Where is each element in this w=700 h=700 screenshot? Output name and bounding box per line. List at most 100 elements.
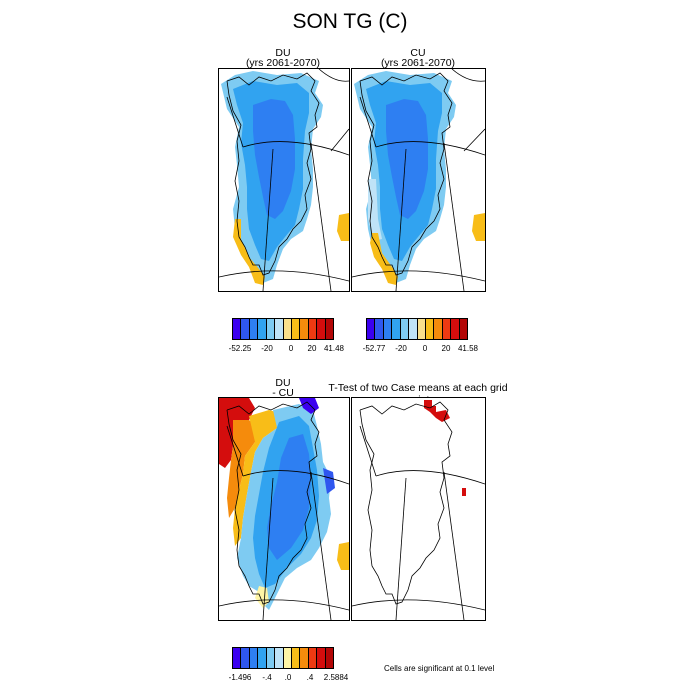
colorbar-tick: 0 xyxy=(422,344,428,353)
colorbar-swatch xyxy=(241,648,250,668)
colorbar-swatch xyxy=(308,319,318,339)
colorbar-swatch xyxy=(308,648,318,668)
longitude-line-a xyxy=(395,148,407,291)
field-light xyxy=(368,179,382,241)
latitude-line-60 xyxy=(352,270,485,282)
colorbar-swatch xyxy=(325,648,334,668)
longitude-line-c xyxy=(359,425,377,477)
colorbar-swatch xyxy=(283,319,292,339)
longitude-line-a xyxy=(262,477,274,620)
colorbar-tick: .0 xyxy=(284,673,292,682)
longitude-line-c xyxy=(359,96,377,148)
field-core xyxy=(267,434,311,560)
panel-diff-sub: - CU xyxy=(272,387,294,399)
longitude-line-b xyxy=(443,142,465,291)
colorbar-swatch xyxy=(434,319,443,339)
colorbar-swatch xyxy=(375,319,384,339)
colorbar-swatch xyxy=(459,319,468,339)
colorbar-swatch xyxy=(291,648,301,668)
field-orange-west xyxy=(227,420,259,518)
colorbar-swatch xyxy=(291,319,301,339)
significant-cells-east xyxy=(462,488,466,496)
longitude-line-d xyxy=(463,128,485,152)
field-core xyxy=(253,99,295,219)
panel-du-name: DU xyxy=(275,47,291,59)
colorbar-swatch xyxy=(442,319,452,339)
significant-cells-north xyxy=(424,400,450,422)
colorbar-du-swatches xyxy=(232,318,334,340)
latitude-line-80 xyxy=(451,69,485,82)
colorbar-swatch xyxy=(400,319,410,339)
map-panel-cu xyxy=(351,68,486,292)
panel-du-period: (yrs 2061-2070) xyxy=(245,57,321,69)
longitude-line-c xyxy=(226,96,244,148)
colorbar-swatch xyxy=(233,648,242,668)
colorbar-tick: 41.58 xyxy=(457,344,479,353)
field-east-yellow xyxy=(337,542,349,570)
latitude-line-70 xyxy=(375,141,485,156)
colorbar-tick: -1.496 xyxy=(228,673,252,682)
coastline xyxy=(359,72,453,276)
colorbar-swatch xyxy=(249,319,259,339)
colorbar-diff-ticks: -1.496 -.4 .0 .4 2.5884 xyxy=(228,673,349,685)
field-deep-blue-ne xyxy=(299,398,319,414)
longitude-line-a xyxy=(262,148,274,291)
colorbar-tick: -20 xyxy=(261,344,273,353)
colorbar-cu-swatches xyxy=(366,318,468,340)
colorbar-swatch xyxy=(233,319,242,339)
map-panel-du xyxy=(218,68,350,292)
greenland-map-cu xyxy=(352,69,485,291)
colorbar-swatch xyxy=(266,319,276,339)
colorbar-swatch xyxy=(283,648,292,668)
latitude-line-60 xyxy=(219,270,349,282)
field-deep-blue-e xyxy=(323,468,335,494)
field-warm-east xyxy=(337,213,349,241)
colorbar-tick: 20 xyxy=(307,344,317,353)
colorbar-swatch xyxy=(249,648,259,668)
map-panel-ttest xyxy=(351,397,486,621)
longitude-line-b xyxy=(310,142,332,291)
longitude-line-b xyxy=(310,471,332,620)
colorbar-swatch xyxy=(266,648,276,668)
colorbar-tick: -.4 xyxy=(262,673,272,682)
coastline xyxy=(226,72,320,276)
colorbar-swatch xyxy=(425,319,435,339)
field-core xyxy=(386,99,428,219)
colorbar-swatch xyxy=(367,319,376,339)
colorbar-swatch xyxy=(300,319,309,339)
colorbar-tick: 2.5884 xyxy=(323,673,349,682)
colorbar-du: -52.25 -20 0 20 41.48 xyxy=(228,318,344,356)
latitude-line-60 xyxy=(352,599,485,611)
colorbar-swatch xyxy=(383,319,393,339)
colorbar-cu-ticks: -52.77 -20 0 20 41.58 xyxy=(363,344,478,356)
colorbar-swatch xyxy=(258,648,267,668)
colorbar-swatch xyxy=(300,648,309,668)
longitude-line-a xyxy=(395,477,407,620)
colorbar-swatch xyxy=(275,319,284,339)
latitude-line-70 xyxy=(242,141,349,156)
significance-note: Cells are significant at 0.1 level xyxy=(384,664,495,673)
figure-title: SON TG (C) xyxy=(292,10,408,33)
colorbar-swatch xyxy=(241,319,250,339)
colorbar-tick: -52.25 xyxy=(228,344,252,353)
colorbar-swatch xyxy=(317,648,326,668)
latitude-line-80 xyxy=(318,69,349,82)
colorbar-diff-swatches xyxy=(232,647,334,669)
coastline xyxy=(226,401,320,605)
colorbar-diff: -1.496 -.4 .0 .4 2.5884 xyxy=(228,647,349,685)
colorbar-swatch xyxy=(409,319,418,339)
colorbar-cu: -52.77 -20 0 20 41.58 xyxy=(363,318,478,356)
field-pale xyxy=(255,586,269,608)
greenland-map-ttest xyxy=(352,400,485,620)
field-warm-south xyxy=(233,219,265,285)
colorbar-tick: 41.48 xyxy=(323,344,345,353)
panel-diff-title: DU - CU xyxy=(218,377,348,399)
panel-diff-name: DU xyxy=(275,377,291,389)
colorbar-du-ticks: -52.25 -20 0 20 41.48 xyxy=(228,344,344,356)
greenland-map-diff xyxy=(219,398,349,620)
panel-du-title: DU (yrs 2061-2070) xyxy=(218,47,348,69)
longitude-line-b xyxy=(443,471,465,620)
panel-cu-title: CU (yrs 2061-2070) xyxy=(352,48,484,69)
colorbar-tick: .4 xyxy=(306,673,314,682)
latitude-line-60 xyxy=(219,599,349,611)
